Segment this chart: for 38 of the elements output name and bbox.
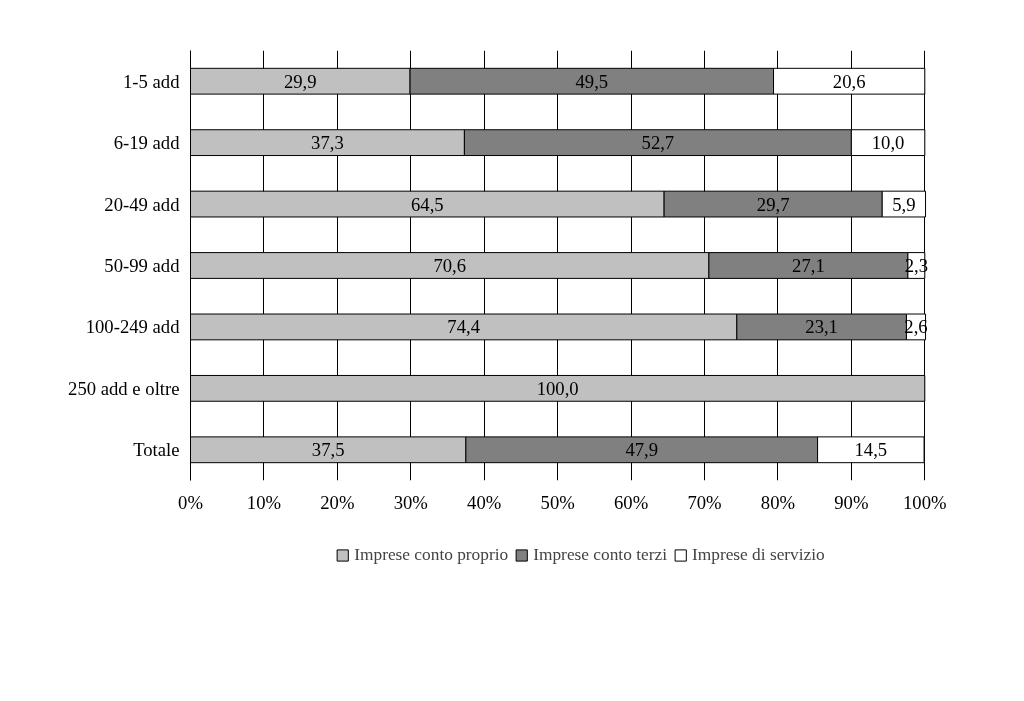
data-label: 37,5: [311, 439, 345, 461]
data-label: 64,5: [410, 193, 444, 215]
x-tick-label: 10%: [246, 491, 282, 513]
data-label: 27,1: [792, 255, 825, 276]
y-tick-label: 100-249 add: [85, 316, 181, 338]
x-tick-label: 80%: [760, 491, 796, 513]
x-tick-label: 30%: [393, 491, 428, 513]
x-tick-label: 50%: [540, 491, 575, 513]
x-tick-label: 60%: [613, 491, 649, 513]
legend-label: Imprese di servizio: [691, 545, 825, 565]
data-label: 49,5: [575, 70, 609, 92]
x-tick-label: 0%: [178, 491, 203, 513]
y-tick-label: Totale: [133, 439, 180, 461]
data-label: 37,3: [311, 132, 344, 154]
data-label: 29,7: [756, 193, 790, 215]
legend-label: Imprese conto proprio: [354, 545, 509, 565]
legend-label: Imprese conto terzi: [533, 545, 667, 565]
data-label: 5,9: [892, 193, 916, 215]
data-label: 14,5: [854, 439, 888, 461]
data-label: 70,6: [433, 255, 467, 276]
x-tick-label: 90%: [834, 491, 869, 513]
data-label: 29,9: [283, 70, 317, 92]
y-tick-label: 6-19 add: [113, 132, 181, 154]
x-tick-label: 40%: [467, 491, 502, 513]
data-label: 10,0: [871, 132, 905, 154]
x-tick-label: 100%: [903, 491, 947, 513]
x-tick-label: 70%: [687, 491, 722, 513]
data-label: 23,1: [805, 316, 838, 338]
y-tick-label: 1-5 add: [123, 70, 181, 92]
data-label: 47,9: [625, 439, 659, 461]
data-label: 52,7: [641, 132, 675, 154]
data-label: 100,0: [536, 377, 579, 399]
y-tick-label: 20-49 add: [104, 193, 181, 215]
data-label: 20,6: [832, 70, 866, 92]
data-label: 74,4: [447, 316, 481, 338]
y-tick-label: 50-99 add: [104, 255, 181, 276]
x-tick-label: 20%: [320, 491, 355, 513]
y-tick-label: 250 add e oltre: [68, 377, 180, 399]
